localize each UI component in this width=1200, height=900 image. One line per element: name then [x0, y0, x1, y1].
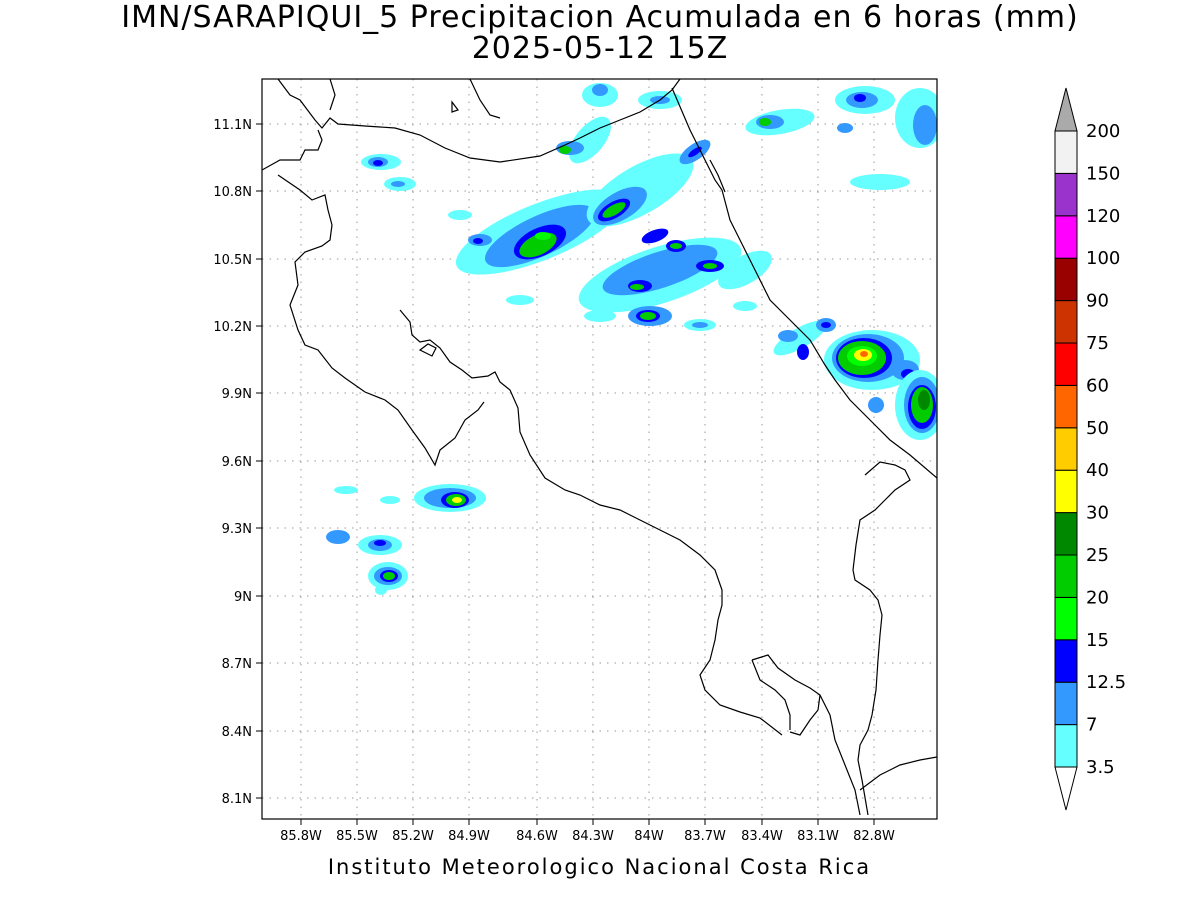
lat-tick-label: 9.6N [222, 455, 252, 470]
colorbar-level-label: 3.5 [1086, 757, 1115, 778]
colorbar-swatch [1054, 512, 1078, 556]
colorbar-legend: 3.5 7 12.5 15 20 25 30 40 50 60 75 90 100 120 150 200 [1054, 87, 1126, 811]
lon-tick-label: 83.1W [797, 829, 839, 844]
plot-frame [261, 78, 938, 820]
colorbar-level-label: 30 [1086, 503, 1109, 524]
longitude-labels: 85.8W 85.5W 85.2W 84.9W 84.6W 84.3W 84W … [280, 829, 895, 844]
lon-tick-label: 84.6W [516, 829, 558, 844]
colorbar-swatch [1054, 554, 1078, 598]
lon-tick-label: 85.2W [392, 829, 434, 844]
colorbar-swatch [1054, 427, 1078, 471]
colorbar-swatch [1054, 172, 1078, 217]
colorbar-swatch [1054, 681, 1078, 726]
lon-tick-label: 85.8W [280, 829, 322, 844]
colorbar-top-arrow [1054, 87, 1078, 132]
precipitation-shading [326, 83, 937, 595]
map-title: IMN/SARAPIQUI_5 Precipitacion Acumulada … [121, 0, 1079, 35]
colorbar-level-label: 200 [1086, 121, 1120, 142]
lon-tick-label: 84W [634, 829, 664, 844]
colorbar-level-label: 20 [1086, 587, 1109, 608]
colorbar-swatch [1054, 300, 1078, 344]
colorbar-swatch [1054, 215, 1078, 259]
lat-tick-label: 10.5N [213, 253, 252, 268]
lon-tick-label: 85.5W [336, 829, 378, 844]
colorbar-level-label: 50 [1086, 418, 1109, 439]
coastline-and-borders [262, 79, 937, 816]
colorbar-level-label: 25 [1086, 545, 1109, 566]
lon-tick-label: 83.4W [741, 829, 783, 844]
axis-ticks [256, 123, 875, 825]
lat-tick-label: 8.7N [222, 657, 252, 672]
map-subtitle-datetime: 2025-05-12 15Z [471, 31, 729, 66]
lon-tick-label: 84.3W [572, 829, 614, 844]
colorbar-level-label: 75 [1086, 333, 1109, 354]
lat-tick-label: 11.1N [213, 118, 252, 133]
colorbar-swatch [1054, 342, 1078, 386]
lon-tick-label: 84.9W [448, 829, 490, 844]
colorbar-level-label: 40 [1086, 460, 1109, 481]
colorbar-level-label: 12.5 [1086, 672, 1126, 693]
lat-tick-label: 8.4N [222, 725, 252, 740]
colorbar-level-label: 60 [1086, 375, 1109, 396]
colorbar-swatch [1054, 384, 1078, 429]
colorbar-swatch [1054, 257, 1078, 302]
lon-tick-label: 82.8W [853, 829, 895, 844]
colorbar-swatch [1054, 130, 1078, 174]
lat-tick-label: 10.2N [213, 320, 252, 335]
lat-tick-label: 9.3N [222, 522, 252, 537]
colorbar-level-label: 90 [1086, 291, 1109, 312]
colorbar-swatch [1054, 639, 1078, 683]
colorbar-level-label: 150 [1086, 163, 1120, 184]
latitude-labels: 11.1N 10.8N 10.5N 10.2N 9.9N 9.6N 9.3N 9… [213, 118, 252, 807]
lon-tick-label: 83.7W [684, 829, 726, 844]
colorbar-swatch [1054, 724, 1078, 768]
colorbar-level-label: 15 [1086, 630, 1109, 651]
colorbar-bottom-arrow [1054, 766, 1078, 811]
lat-tick-label: 9N [234, 590, 252, 605]
colorbar-swatch [1054, 469, 1078, 514]
colorbar-level-label: 7 [1086, 715, 1097, 736]
lat-tick-label: 8.1N [222, 792, 252, 807]
footer-credit: Instituto Meteorologico Nacional Costa R… [327, 855, 872, 879]
colorbar-level-label: 120 [1086, 206, 1120, 227]
colorbar-swatch [1054, 596, 1078, 641]
lat-tick-label: 10.8N [213, 185, 252, 200]
lat-tick-label: 9.9N [222, 387, 252, 402]
colorbar-level-label: 100 [1086, 248, 1120, 269]
